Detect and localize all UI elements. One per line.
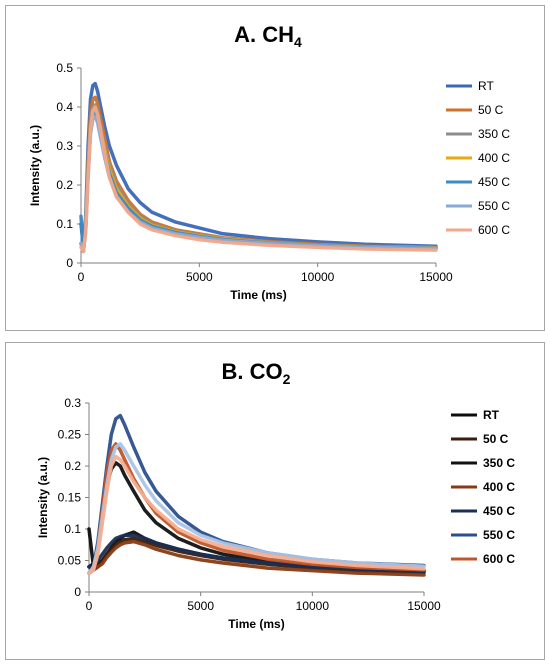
y-tick-label: 0.3	[64, 396, 81, 410]
series-line-extra-8	[87, 454, 426, 575]
legend-label-400-c: 400 C	[478, 151, 510, 165]
chart-title: A. CH4	[234, 22, 302, 50]
y-tick-label: 0.2	[56, 178, 73, 192]
chart-panel-co2: B. CO2 0 0.05 0.1 0.15 0.2 0.25 0.3 0 5000 10000 15…	[5, 342, 545, 660]
chart-co2: B. CO2 0 0.05 0.1 0.15 0.2 0.25 0.3 0 5000 10000 15…	[36, 359, 515, 631]
y-tick-label: 0.3	[56, 139, 73, 153]
legend-label-50-c: 50 C	[478, 103, 504, 117]
chart-ch4: A. CH4 0 0.1 0.2 0.3 0.4 0.5 0 5000 10000 15000 Tim…	[28, 22, 510, 302]
chart-title: B. CO2	[222, 359, 291, 387]
legend-label-600-c: 600 C	[483, 552, 515, 566]
x-tick-label: 0	[78, 270, 85, 284]
legend-label-350-c: 350 C	[478, 127, 510, 141]
legend-label-rt: RT	[478, 79, 494, 93]
x-axis-label: Time (ms)	[230, 288, 286, 302]
series-line-550-c	[79, 115, 438, 254]
legend-label-50-c: 50 C	[483, 432, 509, 446]
y-axis-label: Intensity (a.u.)	[28, 125, 42, 206]
y-tick-label: 0.4	[56, 100, 73, 114]
y-tick-label: 0.05	[58, 554, 82, 568]
x-tick-label: 5000	[186, 270, 213, 284]
x-tick-label: 10000	[301, 270, 335, 284]
y-axis-label: Intensity (a.u.)	[36, 457, 50, 538]
y-tick-label: 0.1	[64, 522, 81, 536]
x-tick-label: 10000	[296, 599, 330, 613]
y-tick-label: 0	[74, 585, 81, 599]
x-tick-label: 5000	[187, 599, 214, 613]
y-tick-label: 0.2	[64, 459, 81, 473]
y-tick-label: 0.1	[56, 217, 73, 231]
y-tick-label: 0.25	[58, 428, 82, 442]
legend-label-rt: RT	[483, 408, 500, 422]
series-line-50-c	[79, 95, 438, 254]
series-line-600-c	[79, 105, 438, 254]
series-line-rt	[79, 81, 438, 250]
series-line-400-c	[87, 539, 426, 577]
legend-label-450-c: 450 C	[483, 504, 515, 518]
legend-label-350-c: 350 C	[483, 456, 515, 470]
x-tick-label: 0	[86, 599, 93, 613]
x-tick-label: 15000	[419, 270, 453, 284]
chart-title-subscript: 2	[283, 371, 291, 387]
y-tick-label: 0	[66, 256, 73, 270]
legend-label-550-c: 550 C	[478, 199, 510, 213]
series-line-450-c	[79, 111, 438, 254]
series-line-350-c	[79, 103, 438, 254]
x-axis-label: Time (ms)	[228, 617, 284, 631]
y-tick-label: 0.5	[56, 61, 73, 75]
x-tick-label: 15000	[407, 599, 441, 613]
chart-panel-ch4: A. CH4 0 0.1 0.2 0.3 0.4 0.5 0 5000 10000 15000 Tim…	[5, 5, 545, 331]
series-line-450-c	[87, 533, 426, 573]
chart-title-main: B. CO	[222, 359, 283, 384]
legend-label-400-c: 400 C	[483, 480, 515, 494]
y-tick-label: 0.15	[58, 491, 82, 505]
legend-label-600-c: 600 C	[478, 223, 510, 237]
series-line-400-c	[79, 107, 438, 254]
chart-title-main: A. CH	[234, 22, 294, 47]
chart-title-subscript: 4	[294, 34, 302, 50]
legend-label-550-c: 550 C	[483, 528, 515, 542]
legend-label-450-c: 450 C	[478, 175, 510, 189]
